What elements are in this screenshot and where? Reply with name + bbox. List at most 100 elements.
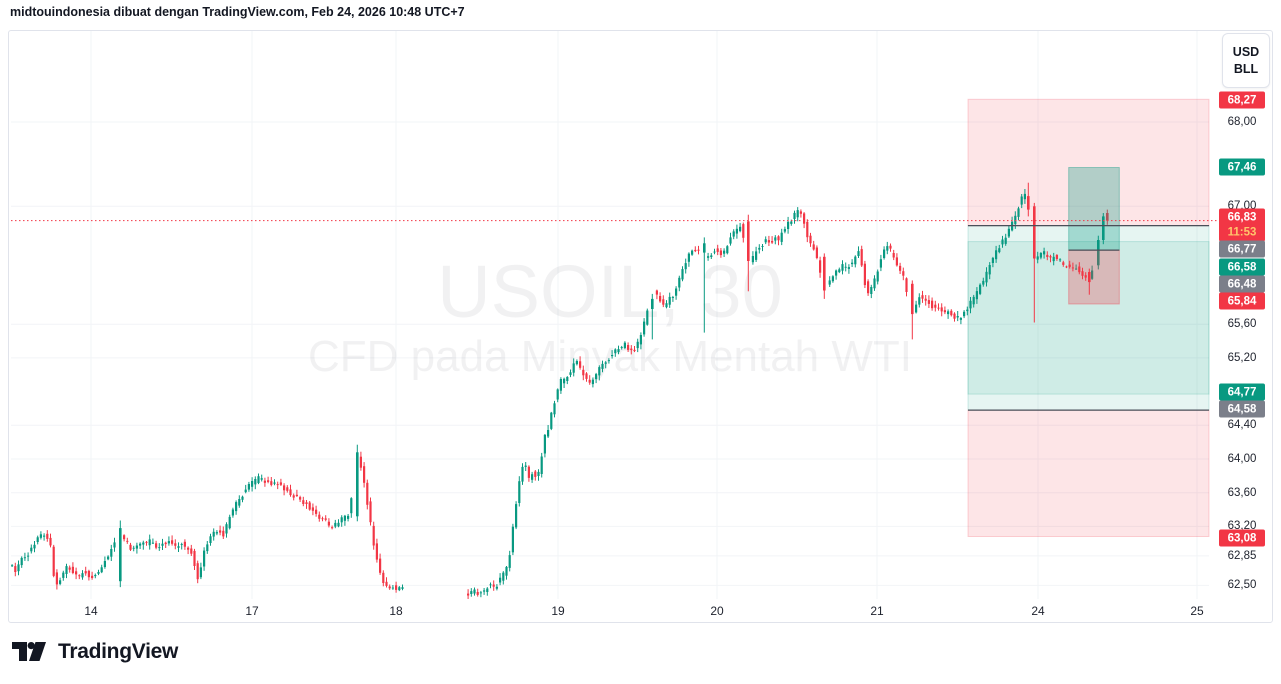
candle: [11, 565, 14, 567]
candle: [215, 532, 218, 534]
candle: [527, 466, 530, 478]
candle: [244, 489, 247, 493]
candle: [71, 566, 74, 573]
candle: [52, 546, 55, 576]
currency-unit-selector[interactable]: USD BLL: [1222, 33, 1270, 88]
candle: [148, 539, 151, 546]
candle: [774, 237, 777, 241]
candle: [591, 379, 594, 385]
currency-label[interactable]: USD: [1232, 45, 1260, 59]
candle: [918, 297, 921, 305]
candle: [492, 584, 495, 587]
candle: [518, 481, 521, 503]
candle: [671, 297, 674, 298]
candle: [1046, 254, 1049, 257]
candle: [499, 577, 502, 583]
candle: [607, 360, 610, 362]
candle: [39, 534, 42, 538]
candle: [947, 311, 950, 315]
time-axis-label: 25: [1190, 604, 1204, 618]
candle: [311, 507, 314, 511]
candle: [1007, 228, 1010, 237]
candle: [324, 518, 327, 520]
position-tool-overlay-layer: [1068, 167, 1120, 305]
candle: [302, 500, 305, 504]
candle: [559, 379, 562, 391]
candle: [283, 485, 286, 491]
candle: [835, 270, 838, 276]
candle: [553, 403, 556, 415]
candles-layer: [11, 182, 1109, 599]
candle: [684, 263, 687, 270]
candle: [915, 304, 918, 313]
candle: [697, 249, 700, 251]
candle: [1036, 256, 1039, 260]
candle: [279, 482, 282, 485]
candle: [180, 544, 183, 545]
candle: [860, 249, 863, 266]
candle: [627, 345, 630, 350]
candle: [1097, 240, 1100, 266]
candle: [209, 536, 212, 543]
candle: [873, 278, 876, 289]
candle: [212, 531, 215, 537]
watermark-title: USOIL, 30: [437, 250, 783, 333]
candle: [563, 378, 566, 384]
candle: [886, 246, 889, 251]
candle: [260, 478, 263, 480]
candle: [483, 590, 486, 592]
candle: [675, 288, 678, 296]
candle: [55, 572, 58, 585]
tradingview-logo[interactable]: TradingView: [12, 640, 178, 664]
candle: [812, 244, 815, 250]
candle: [691, 250, 694, 255]
candle: [219, 530, 222, 533]
candle: [995, 250, 998, 260]
candle: [969, 300, 972, 309]
time-axis-label: 17: [245, 604, 259, 618]
candle: [723, 250, 726, 254]
candle: [30, 547, 33, 552]
candle: [633, 349, 636, 352]
candle: [43, 535, 46, 537]
candle: [803, 213, 806, 224]
candle: [235, 502, 238, 512]
candle: [1078, 266, 1081, 273]
candle: [289, 489, 292, 496]
candle: [975, 291, 978, 300]
candle: [350, 498, 353, 514]
price-axis-label: 68,00: [1227, 116, 1257, 128]
candle: [966, 309, 969, 312]
candle: [1088, 272, 1091, 283]
candle: [20, 557, 23, 566]
price-badge-stop-loss: 63,08: [1219, 529, 1265, 547]
candle: [902, 271, 905, 276]
candle: [84, 571, 87, 574]
candle: [636, 341, 639, 349]
candle: [863, 263, 866, 286]
candle: [515, 504, 518, 528]
candle: [537, 471, 540, 476]
candle: [828, 280, 831, 285]
price-axis-label: 62,50: [1227, 579, 1257, 592]
candle: [62, 572, 65, 578]
candle: [758, 247, 761, 250]
price-axis-label: 64,00: [1227, 453, 1257, 465]
time-axis-label: 18: [389, 604, 403, 618]
candle: [388, 586, 391, 589]
candle: [911, 283, 914, 315]
candle: [231, 509, 234, 516]
unit-label[interactable]: BLL: [1233, 62, 1259, 76]
candle: [321, 518, 324, 520]
candle: [97, 572, 100, 574]
candle: [161, 543, 164, 546]
candle: [1014, 215, 1017, 225]
time-axis-label: 19: [551, 604, 565, 618]
price-badge-entry: 66,77: [1219, 240, 1265, 258]
candle: [747, 221, 750, 261]
candle: [1065, 266, 1068, 268]
time-axis-label: 14: [84, 604, 98, 618]
candle: [1091, 270, 1094, 279]
candle: [524, 465, 527, 467]
chart-widget[interactable]: USOIL, 30 CFD pada Minyak Mentah WTI 68,…: [8, 30, 1273, 623]
